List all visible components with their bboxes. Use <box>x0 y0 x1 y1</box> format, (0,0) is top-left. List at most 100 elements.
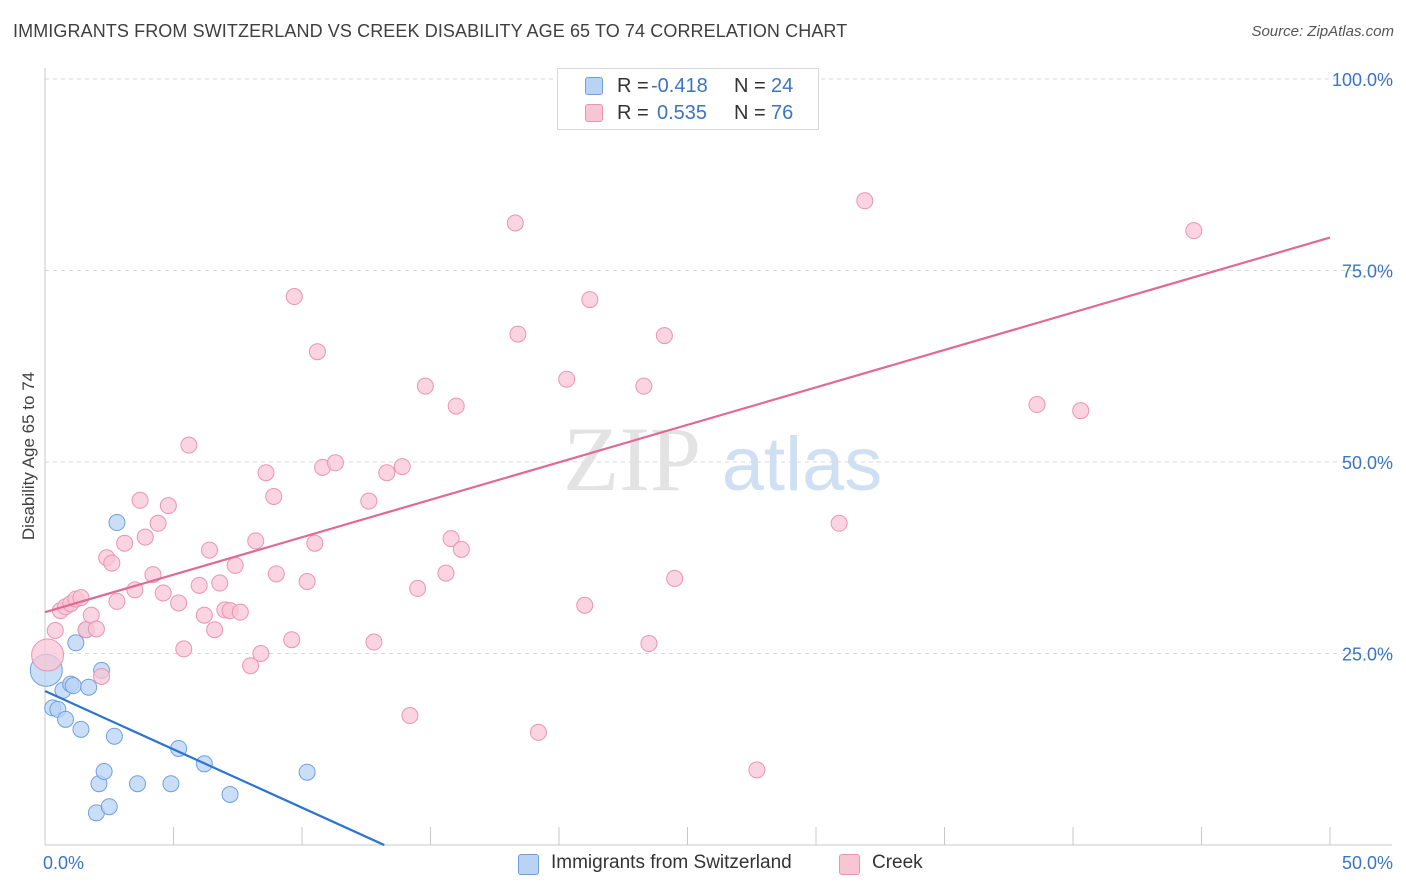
r-label: R = <box>617 75 649 97</box>
creek-point <box>257 464 275 482</box>
creek-point <box>170 594 188 612</box>
creek-point <box>267 565 285 583</box>
n-value: 24 <box>771 75 794 97</box>
r-label: R = <box>617 102 649 124</box>
switzerland-point <box>108 514 126 532</box>
switzerland-point <box>80 678 98 696</box>
creek-point <box>31 638 65 672</box>
creek-point <box>640 635 658 653</box>
creek-point <box>393 458 411 476</box>
y-axis-label: Disability Age 65 to 74 <box>19 372 38 540</box>
switzerland-point <box>57 710 75 728</box>
creek-point <box>108 592 126 610</box>
chart-title: IMMIGRANTS FROM SWITZERLAND VS CREEK DIS… <box>13 21 848 41</box>
creek-point <box>635 377 653 395</box>
creek-point <box>226 556 244 574</box>
r-value: -0.418 <box>651 75 708 97</box>
creek-point <box>159 497 177 515</box>
creek-point <box>211 574 229 592</box>
creek-point <box>748 761 766 779</box>
creek-point <box>298 572 316 590</box>
creek-point <box>655 327 673 345</box>
creek-point <box>416 377 434 395</box>
creek-point <box>149 514 167 532</box>
creek-point <box>509 325 527 343</box>
legend-row-creek: R = 0.535 N = 76 <box>558 101 818 127</box>
creek-point <box>190 576 208 594</box>
creek-point <box>558 370 576 388</box>
creek-point <box>206 621 224 639</box>
switzerland-point <box>105 727 123 745</box>
legend-swatch-blue <box>518 854 539 875</box>
y-tick-label: 100.0% <box>1332 70 1393 90</box>
switzerland-point <box>221 785 239 803</box>
switzerland-point <box>129 775 147 793</box>
creek-point <box>195 606 213 624</box>
creek-point <box>666 569 684 587</box>
creek-point <box>93 667 111 685</box>
label-layer: 25.0% 50.0% 75.0% 100.0% 0.0% 50.0% Disability… <box>19 70 1393 873</box>
grid-layer <box>45 78 1392 654</box>
creek-point <box>437 564 455 582</box>
switzerland-point <box>100 798 118 816</box>
creek-point <box>856 192 874 210</box>
switzerland-point <box>162 775 180 793</box>
y-tick-label: 50.0% <box>1342 453 1393 473</box>
trend-layer <box>44 236 1331 847</box>
creek-point <box>116 534 134 552</box>
creek-point <box>1072 402 1090 420</box>
creek-point <box>830 514 848 532</box>
creek-point <box>154 584 172 602</box>
creek-point <box>452 540 470 558</box>
legend-row-switzerland: R = -0.418 N = 24 <box>558 74 818 100</box>
creek-point <box>231 603 249 621</box>
switzerland-point <box>72 720 90 738</box>
creek-point <box>283 631 301 649</box>
creek-point <box>506 214 524 232</box>
creek-point <box>442 530 460 548</box>
creek-point <box>252 645 270 662</box>
n-value: 76 <box>771 102 794 124</box>
creek-point <box>136 528 154 546</box>
creek-point <box>306 534 324 552</box>
creek-point <box>308 343 326 361</box>
creek-point <box>87 620 105 638</box>
legend-swatch-pink <box>839 854 860 875</box>
creek-point <box>365 633 383 651</box>
correlation-legend: R = -0.418 N = 24 R = 0.535 N = 76 <box>557 68 819 130</box>
legend-swatch-pink <box>585 104 603 122</box>
n-label: N = <box>734 75 766 97</box>
creek-point <box>581 291 599 309</box>
source-label: Source: ZipAtlas.com <box>1251 23 1394 40</box>
creek-point <box>265 487 283 505</box>
switzerland-trendline <box>44 690 385 847</box>
creek-point <box>326 454 344 472</box>
creek-point <box>378 464 396 482</box>
legend-swatch-blue <box>585 77 603 95</box>
creek-point <box>247 532 265 550</box>
points-layer <box>29 68 1203 822</box>
watermark: ZIP atlas <box>563 408 882 510</box>
creek-point <box>447 397 465 415</box>
x-tick-label: 0.0% <box>43 853 84 873</box>
creek-point <box>1028 396 1046 414</box>
creek-point <box>126 581 144 599</box>
series-name: Immigrants from Switzerland <box>551 852 792 873</box>
creek-trendline <box>44 236 1331 614</box>
watermark-atlas: atlas <box>722 422 883 507</box>
creek-point <box>285 288 303 306</box>
axis-layer <box>44 68 1392 846</box>
creek-point <box>175 640 193 658</box>
switzerland-point <box>298 763 316 781</box>
creek-point <box>200 541 218 559</box>
creek-point <box>576 596 594 614</box>
creek-point <box>46 622 64 640</box>
creek-point <box>131 491 149 509</box>
creek-point <box>360 492 378 510</box>
y-tick-label: 25.0% <box>1342 645 1393 665</box>
creek-point <box>242 657 260 675</box>
switzerland-point <box>67 634 85 652</box>
series-name: Creek <box>872 852 923 873</box>
creek-point <box>529 723 547 741</box>
